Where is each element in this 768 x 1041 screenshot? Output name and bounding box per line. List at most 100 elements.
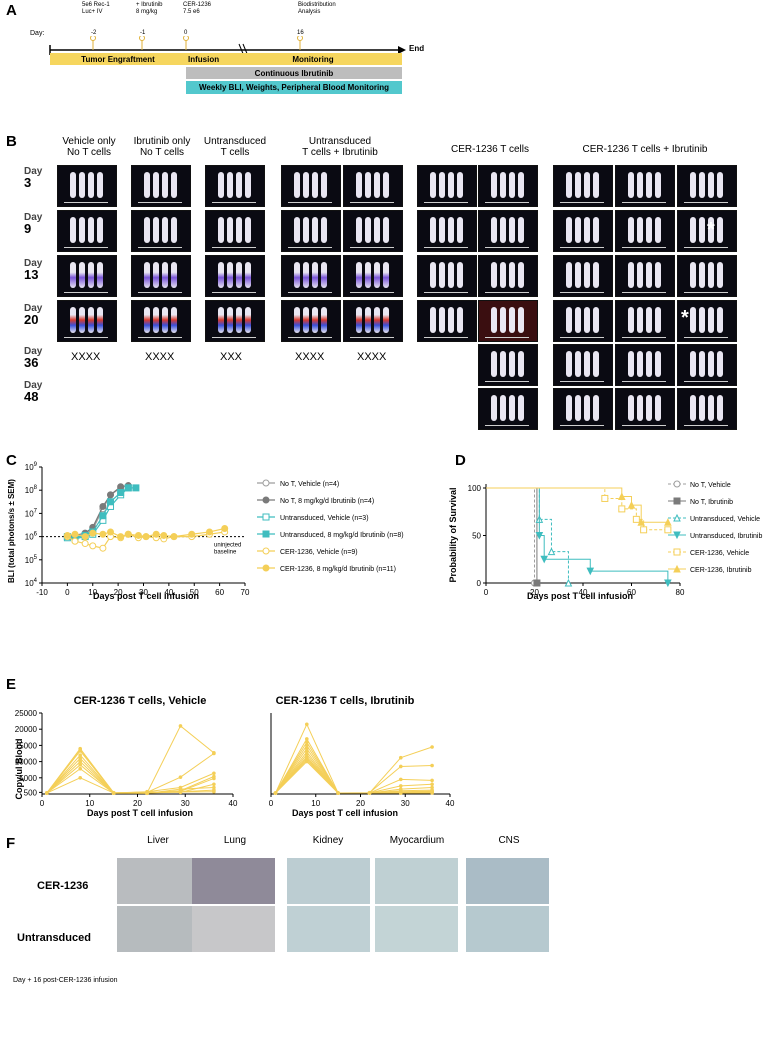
bli-image-group2-row0	[205, 165, 265, 207]
bli-point	[107, 498, 115, 506]
scale-bar	[350, 202, 394, 203]
pk-point	[273, 791, 278, 795]
scale-bar	[64, 247, 108, 248]
mouse-silhouette	[491, 351, 497, 377]
bli-image-group4-row1	[343, 210, 403, 252]
bli-chart: BLI (total photons/s ± SEM) Days post T …	[7, 462, 404, 601]
mouse-silhouette	[153, 307, 159, 333]
bli-image-group2-row2	[205, 255, 265, 297]
survival-chart: Probability of Survival Days post T cell…	[448, 480, 762, 601]
scale-bar	[212, 202, 256, 203]
survival-event	[627, 500, 636, 509]
bli-image-group7-row5	[553, 388, 613, 430]
bli-y-tick-label: 106	[25, 532, 38, 542]
bli-legend-marker	[262, 564, 270, 572]
mouse-silhouette	[303, 307, 309, 333]
histo-footnote: Day + 16 post-CER-1236 infusion	[13, 977, 118, 984]
bli-image-group4-row2	[343, 255, 403, 297]
bli-legend-label: Untransduced, Vehicle (n=3)	[280, 515, 369, 522]
pk-chart-vehicle: CER-1236 T cells, Vehicle Copy/ul Blood …	[14, 695, 238, 818]
mouse-silhouette	[171, 262, 177, 288]
mouse-silhouette	[708, 262, 714, 288]
histo-cer-lung	[192, 858, 275, 904]
survival-event	[664, 579, 672, 588]
bli-point	[99, 530, 107, 538]
bli-image-group0-row0	[57, 165, 117, 207]
survival-legend-label: No T, Vehicle	[690, 482, 731, 489]
mouse-silhouette	[628, 217, 634, 243]
pk-point	[78, 753, 82, 757]
bli-image-group8-row2	[615, 255, 675, 297]
mouse-silhouette	[584, 172, 590, 198]
bli-image-group8-row4	[615, 344, 675, 386]
bli-baseline-label: uninjected	[214, 543, 241, 549]
bli-point	[152, 530, 160, 538]
mouse-silhouette	[303, 217, 309, 243]
panel-label-f: F	[6, 835, 16, 852]
survival-legend-marker	[673, 497, 681, 505]
pk-point	[430, 745, 434, 749]
pk-point	[305, 722, 309, 727]
bli-point	[117, 489, 125, 497]
group-header-vehicle: Vehicle only No T cells	[62, 136, 116, 158]
survival-x-tick-label: 0	[484, 588, 489, 597]
bli-x-tick-label: 0	[65, 588, 70, 597]
mouse-silhouette	[245, 172, 251, 198]
pk-point	[430, 791, 434, 795]
mouse-silhouette	[79, 262, 85, 288]
mouse-silhouette	[566, 262, 572, 288]
pk-ibrutinib-xlabel: Days post T cell infusion	[292, 808, 398, 818]
scale-bar	[485, 381, 529, 382]
mouse-silhouette	[646, 172, 652, 198]
bli-image-group9-row5	[677, 388, 737, 430]
mouse-silhouette	[79, 307, 85, 333]
mouse-silhouette	[584, 307, 590, 333]
histo-col-lung: Lung	[223, 835, 247, 846]
mouse-silhouette	[457, 172, 463, 198]
mouse-silhouette	[312, 172, 318, 198]
bli-y-tick-label: 107	[25, 508, 38, 518]
mouse-silhouette	[162, 217, 168, 243]
pk-point	[430, 763, 434, 768]
bli-legend-marker	[262, 547, 270, 555]
mouse-silhouette	[374, 307, 380, 333]
pk-point	[305, 740, 309, 744]
mouse-silhouette	[321, 262, 327, 288]
mouse-silhouette	[430, 217, 436, 243]
survival-event	[637, 518, 646, 526]
bli-image-group9-row0	[677, 165, 737, 207]
survival-series-0	[486, 487, 538, 587]
mouse-silhouette	[628, 307, 634, 333]
event-ibrutinib-start: + Ibrutinib 8 mg/kg	[136, 2, 163, 15]
pk-point	[367, 791, 372, 795]
survival-event	[586, 567, 595, 576]
day-label-48: Day 48	[24, 380, 43, 404]
survival-series-1	[486, 487, 541, 587]
histo-unt-myocardium	[375, 906, 458, 952]
mouse-silhouette	[717, 351, 723, 377]
bli-image-group3-row3	[281, 300, 341, 342]
histo-cer-myocardium	[375, 858, 458, 904]
scale-bar	[212, 247, 256, 248]
scale-bar	[560, 381, 604, 382]
group-header-cer1236-ibrutinib: CER-1236 T cells + Ibrutinib	[582, 144, 708, 155]
bli-point	[170, 533, 178, 541]
pk-vehicle-xlabel: Days post T cell infusion	[87, 808, 193, 818]
bli-point	[132, 484, 140, 492]
mouse-silhouette	[365, 172, 371, 198]
scale-bar	[288, 202, 332, 203]
survival-event	[640, 526, 648, 534]
mouse-silhouette	[628, 395, 634, 421]
scale-bar	[485, 292, 529, 293]
bli-image-group4-row0	[343, 165, 403, 207]
mouse-silhouette	[383, 307, 389, 333]
mouse-silhouette	[646, 217, 652, 243]
survival-event	[540, 555, 549, 564]
mouse-silhouette	[153, 172, 159, 198]
mouse-silhouette	[584, 395, 590, 421]
survival-event	[617, 492, 626, 501]
bli-image-group5-row1	[417, 210, 477, 252]
mouse-silhouette	[628, 262, 634, 288]
pk-point	[78, 747, 82, 752]
bli-series-line	[67, 531, 225, 549]
